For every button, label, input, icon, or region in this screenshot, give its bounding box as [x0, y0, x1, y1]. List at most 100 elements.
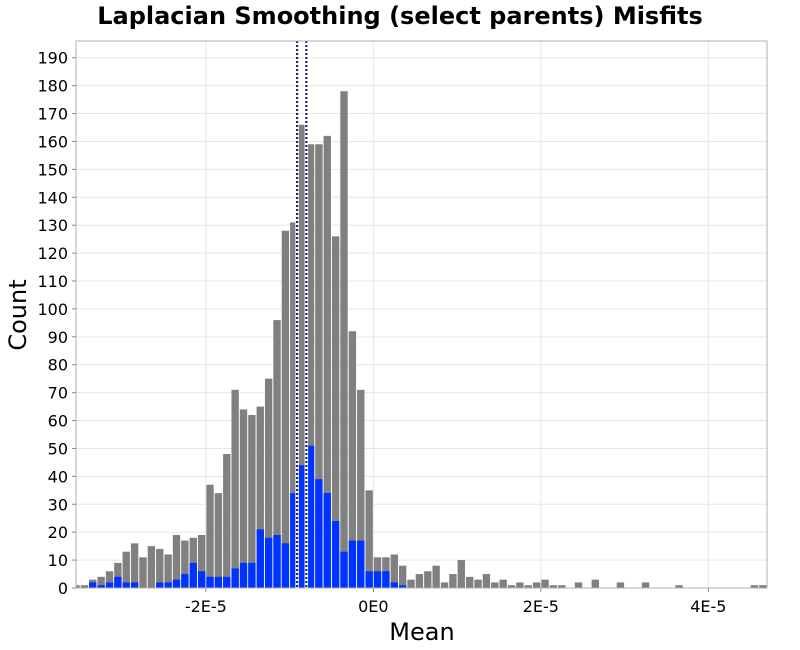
- histogram-bar-gray: [574, 582, 583, 588]
- histogram-bar-blue: [306, 445, 315, 588]
- y-tick-label: 160: [37, 132, 68, 151]
- histogram-bar-gray: [264, 378, 273, 588]
- histogram-bar-gray: [457, 560, 465, 588]
- histogram-bar-gray: [449, 574, 457, 588]
- y-tick-label: 180: [37, 77, 68, 96]
- histogram-bar-blue: [130, 582, 139, 588]
- histogram-bar-blue: [105, 582, 114, 588]
- histogram-bar-gray: [164, 554, 172, 588]
- y-tick-label: 70: [48, 384, 68, 403]
- histogram-bar-blue: [331, 521, 340, 588]
- x-axis-ticks: -2E-5 0E0 2E-5 4E-5: [185, 588, 726, 616]
- histogram-bar-blue: [189, 562, 197, 588]
- histogram-bar-blue: [156, 582, 164, 588]
- histogram-bar-blue: [231, 568, 239, 588]
- histogram-bar-gray: [223, 454, 231, 588]
- histogram-bar-gray: [507, 585, 516, 588]
- histogram-bar-blue: [290, 493, 298, 588]
- histogram-bar-gray: [197, 534, 206, 588]
- histogram-bar-gray: [357, 389, 365, 588]
- histogram-bar-gray: [440, 582, 449, 588]
- reference-lines: [295, 41, 309, 588]
- histogram-bar-gray: [424, 571, 432, 588]
- histogram-bar-gray: [331, 236, 340, 588]
- histogram-bar-gray: [407, 579, 415, 588]
- histogram-bar-gray: [239, 409, 248, 588]
- histogram-bar-gray: [541, 579, 549, 588]
- histogram-bar-gray: [465, 576, 474, 588]
- histogram-bar-blue: [248, 562, 256, 588]
- histogram-bar-gray: [641, 582, 650, 588]
- y-tick-label: 150: [37, 160, 68, 179]
- x-tick-label: 2E-5: [523, 597, 559, 616]
- histogram-bar-blue: [181, 574, 189, 588]
- histogram-bar-blue: [315, 479, 323, 588]
- histogram-bar-gray: [616, 582, 625, 588]
- histogram-bar-blue: [382, 571, 390, 588]
- histogram-bar-gray: [156, 548, 164, 588]
- histogram-bar-gray: [105, 571, 114, 588]
- histogram-bar-gray: [398, 565, 407, 588]
- y-tick-label: 50: [48, 439, 68, 458]
- histogram-bar-blue: [398, 585, 407, 588]
- histogram-bar-gray: [273, 320, 281, 588]
- histogram-bar-blue: [298, 465, 306, 588]
- histogram-bar-gray: [491, 582, 499, 588]
- histogram-bar-blue: [323, 493, 331, 588]
- x-axis-label: Mean: [389, 618, 454, 646]
- histogram-bar-blue: [206, 576, 214, 588]
- y-tick-label: 0: [58, 579, 68, 598]
- histogram-bar-gray: [675, 585, 683, 588]
- x-tick-label: 0E0: [358, 597, 388, 616]
- histogram-bar-blue: [89, 582, 97, 588]
- histogram-bar-gray: [306, 144, 315, 589]
- histogram-bar-blue: [214, 576, 223, 588]
- histogram-bar-gray: [76, 585, 80, 588]
- histogram-bar-gray: [290, 222, 298, 588]
- histogram-bar-gray: [315, 144, 323, 589]
- histogram-bar-gray: [759, 585, 767, 588]
- histogram-bar-blue: [348, 540, 357, 588]
- histogram-bar-gray: [532, 582, 541, 588]
- histogram-bar-gray: [97, 576, 105, 588]
- histogram-bar-gray: [549, 585, 558, 588]
- histogram-bar-gray: [750, 585, 759, 588]
- histogram-bar-blue: [223, 576, 231, 588]
- histogram-bar-gray: [122, 551, 130, 588]
- y-tick-label: 10: [48, 551, 68, 570]
- histogram-bar-blue: [172, 579, 181, 588]
- y-tick-label: 20: [48, 523, 68, 542]
- histogram-bar-gray: [323, 135, 331, 588]
- blue-series: [89, 445, 407, 588]
- gray-series: [76, 91, 767, 589]
- grid-lines: [76, 41, 767, 589]
- plot-frame: [75, 40, 768, 589]
- histogram-bar-gray: [516, 582, 524, 588]
- histogram-bar-blue: [281, 543, 290, 588]
- histogram-bar-gray: [474, 579, 482, 588]
- histogram-bar-blue: [256, 529, 264, 588]
- histogram-bar-gray: [231, 389, 239, 588]
- histogram-bar-gray: [340, 91, 348, 589]
- histogram-bar-gray: [206, 484, 214, 588]
- histogram-bar-gray: [181, 540, 189, 588]
- histogram-bar-gray: [172, 534, 181, 588]
- histogram-bar-gray: [415, 574, 424, 588]
- x-tick-label: 4E-5: [690, 597, 726, 616]
- histogram-bar-blue: [264, 537, 273, 588]
- histogram-bar-blue: [122, 582, 130, 588]
- histogram-bar-gray: [348, 331, 357, 588]
- histogram-bar-gray: [591, 579, 599, 588]
- histogram-bar-blue: [239, 562, 248, 588]
- histogram-bar-gray: [499, 579, 507, 588]
- histogram-bar-gray: [390, 554, 398, 588]
- histogram-bar-gray: [214, 493, 223, 588]
- y-tick-label: 80: [48, 356, 68, 375]
- y-tick-label: 100: [37, 300, 68, 319]
- y-axis-label: Count: [4, 279, 32, 350]
- chart-title: Laplacian Smoothing (select parents) Mis…: [97, 2, 703, 30]
- histogram-bar-gray: [147, 546, 156, 588]
- histogram-bar-gray: [248, 414, 256, 588]
- y-tick-label: 170: [37, 105, 68, 124]
- histogram-bar-blue: [273, 534, 281, 588]
